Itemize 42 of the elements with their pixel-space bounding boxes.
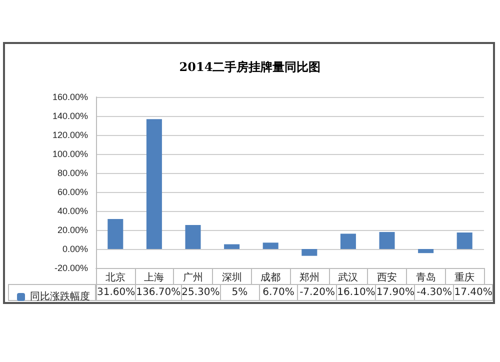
bar	[302, 249, 318, 256]
y-tick-label: 20.00%	[57, 225, 88, 235]
x-tick-label: 武汉	[338, 272, 358, 284]
data-label: 6.70%	[259, 284, 298, 300]
bar	[379, 232, 395, 249]
y-tick-label: 120.00%	[52, 130, 88, 140]
data-label: 17.90%	[376, 284, 415, 300]
y-tick-label: 100.00%	[52, 149, 88, 159]
data-label: 31.60%	[96, 284, 136, 300]
data-label: -4.30%	[414, 284, 454, 300]
y-tick-label: 80.00%	[57, 168, 88, 178]
data-label: 5%	[220, 284, 260, 300]
bar	[456, 232, 472, 249]
bar	[418, 249, 434, 254]
bar	[108, 218, 124, 249]
y-tick-label: 60.00%	[57, 187, 88, 197]
chart-title: 2014二手房挂牌量同比图	[179, 60, 321, 74]
data-label: 25.30%	[181, 284, 220, 300]
data-label: 136.70%	[136, 284, 182, 300]
x-tick-label: 郑州	[299, 272, 320, 284]
x-tick-label: 重庆	[454, 272, 475, 284]
x-tick-label: 上海	[144, 272, 164, 284]
x-tick-label: 成都	[260, 272, 281, 284]
data-label: 16.10%	[336, 284, 376, 300]
bar	[262, 242, 278, 249]
y-tick-label: 140.00%	[52, 111, 88, 121]
bar	[224, 244, 240, 249]
bar	[340, 234, 356, 249]
data-label: -7.20%	[298, 284, 337, 300]
x-tick-label: 西安	[377, 272, 397, 284]
x-tick-label: 北京	[105, 272, 126, 284]
x-tick-label: 青岛	[416, 272, 436, 284]
y-tick-label: 0.00%	[62, 244, 88, 254]
bar	[185, 224, 201, 249]
bar	[146, 119, 162, 249]
x-tick-label: 深圳	[222, 272, 242, 284]
x-tick-label: 广州	[183, 272, 203, 284]
y-tick-label: 40.00%	[57, 206, 88, 216]
data-label: 17.40%	[454, 284, 493, 300]
legend-label: 同比涨跌幅度	[30, 290, 90, 302]
y-tick-label: 160.00%	[52, 92, 88, 102]
y-tick-label: -20.00%	[54, 263, 88, 273]
